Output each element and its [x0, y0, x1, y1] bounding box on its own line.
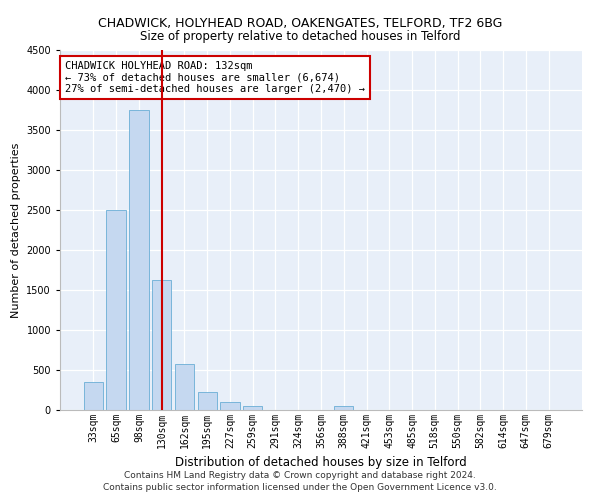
Bar: [152, 280, 172, 410]
Bar: [243, 406, 262, 410]
Bar: [220, 402, 239, 410]
Bar: [175, 364, 194, 410]
Bar: [197, 392, 217, 410]
Text: Contains HM Land Registry data © Crown copyright and database right 2024.
Contai: Contains HM Land Registry data © Crown c…: [103, 471, 497, 492]
Text: CHADWICK HOLYHEAD ROAD: 132sqm
← 73% of detached houses are smaller (6,674)
27% : CHADWICK HOLYHEAD ROAD: 132sqm ← 73% of …: [65, 61, 365, 94]
X-axis label: Distribution of detached houses by size in Telford: Distribution of detached houses by size …: [175, 456, 467, 469]
Y-axis label: Number of detached properties: Number of detached properties: [11, 142, 20, 318]
Bar: [334, 406, 353, 410]
Bar: [106, 210, 126, 410]
Bar: [84, 382, 103, 410]
Bar: [129, 110, 149, 410]
Text: Size of property relative to detached houses in Telford: Size of property relative to detached ho…: [140, 30, 460, 43]
Text: CHADWICK, HOLYHEAD ROAD, OAKENGATES, TELFORD, TF2 6BG: CHADWICK, HOLYHEAD ROAD, OAKENGATES, TEL…: [98, 18, 502, 30]
